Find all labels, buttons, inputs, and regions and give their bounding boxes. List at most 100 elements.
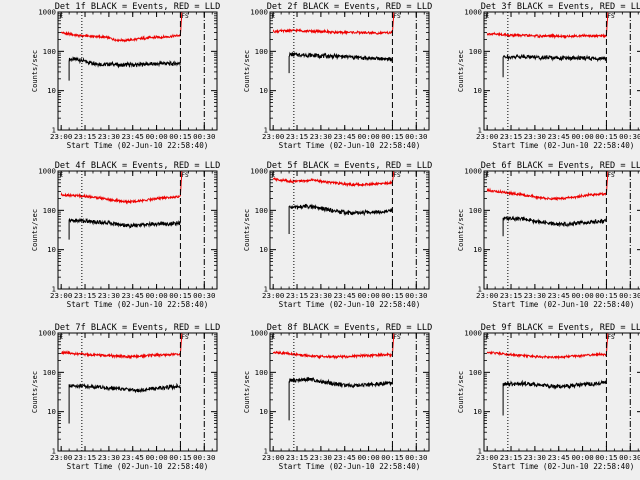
panel-title: Det 2f BLACK = Events, RED = LLD xyxy=(267,2,433,12)
chart-panel-3: Det 3f BLACK = Events, RED = LLD 1 10 100 10… xyxy=(457,2,640,150)
x-tick-label: 23:45 xyxy=(122,453,144,462)
x-tick-label: 23:30 xyxy=(98,132,120,141)
marker-fs: FS xyxy=(181,334,189,341)
y-axis-label: Counts/sec xyxy=(457,50,465,92)
y-tick-label: 10 xyxy=(47,407,56,416)
x-tick-label: 23:30 xyxy=(310,132,332,141)
x-tick-label: 00:00 xyxy=(357,291,379,300)
series-line-red xyxy=(486,11,609,40)
y-tick-label: 100 xyxy=(43,368,56,377)
x-axis-label: Start Time (02-Jun-10 22:58:40) xyxy=(279,462,421,471)
x-tick-label: 23:00 xyxy=(50,291,72,300)
x-tick-label: 00:15 xyxy=(169,132,191,141)
y-tick-label: 1 xyxy=(52,447,56,456)
panel-title: Det 5f BLACK = Events, RED = LLD xyxy=(267,161,433,171)
y-tick-label: 1000 xyxy=(250,329,268,338)
panel-title: Det 7f BLACK = Events, RED = LLD xyxy=(55,323,221,333)
y-tick-label: 100 xyxy=(43,206,56,215)
y-tick-label: 10 xyxy=(259,86,268,95)
marker-fs: FS xyxy=(393,13,401,20)
x-tick-label: 23:15 xyxy=(286,453,308,462)
y-tick-label: 100 xyxy=(43,47,56,56)
x-tick-label: 00:15 xyxy=(381,453,403,462)
y-tick-label: 1 xyxy=(478,447,482,456)
panel-title: Det 8f BLACK = Events, RED = LLD xyxy=(267,323,433,333)
y-tick-label: 100 xyxy=(255,368,268,377)
x-tick-label: 00:00 xyxy=(571,291,593,300)
panel-title: Det 1f BLACK = Events, RED = LLD xyxy=(55,2,221,12)
x-tick-label: 23:45 xyxy=(122,132,144,141)
x-axis-label: Start Time (02-Jun-10 22:58:40) xyxy=(493,462,635,471)
x-tick-label: 00:00 xyxy=(571,453,593,462)
x-tick-label: 23:15 xyxy=(500,291,522,300)
x-tick-label: 23:00 xyxy=(50,453,72,462)
marker-fs: FS xyxy=(181,172,189,179)
series-line-red xyxy=(272,332,395,360)
x-tick-label: 23:00 xyxy=(262,453,284,462)
plot-frame xyxy=(269,11,430,131)
plot-frame xyxy=(483,170,640,290)
y-axis-label: Counts/sec xyxy=(457,209,465,251)
x-tick-label: 23:30 xyxy=(524,132,546,141)
x-tick-label: 23:00 xyxy=(50,132,72,141)
y-tick-label: 10 xyxy=(473,86,482,95)
x-tick-label: 23:15 xyxy=(500,453,522,462)
series-line-black xyxy=(68,56,181,81)
x-axis-label: Start Time (02-Jun-10 22:58:40) xyxy=(279,300,421,309)
series-line-red xyxy=(486,170,609,202)
x-axis-label: Start Time (02-Jun-10 22:58:40) xyxy=(67,300,209,309)
y-tick-label: 10 xyxy=(259,407,268,416)
x-tick-label: 00:30 xyxy=(619,132,640,141)
x-tick-label: 00:30 xyxy=(405,453,427,462)
y-tick-label: 1000 xyxy=(250,8,268,17)
y-tick-label: 1000 xyxy=(250,167,268,176)
y-tick-label: 1000 xyxy=(38,329,56,338)
y-tick-label: 1 xyxy=(264,126,268,135)
x-tick-label: 23:30 xyxy=(524,453,546,462)
x-tick-label: 23:15 xyxy=(74,132,96,141)
x-tick-label: 23:45 xyxy=(334,291,356,300)
x-tick-label: 00:30 xyxy=(405,291,427,300)
x-tick-label: 00:15 xyxy=(381,291,403,300)
marker-e: E xyxy=(486,334,490,341)
x-tick-label: 00:00 xyxy=(357,132,379,141)
marker-fs: FS xyxy=(607,172,615,179)
x-tick-label: 00:15 xyxy=(595,291,617,300)
x-tick-label: 00:00 xyxy=(357,453,379,462)
plot-frame xyxy=(269,332,430,452)
y-tick-label: 1000 xyxy=(38,167,56,176)
x-tick-label: 00:00 xyxy=(145,453,167,462)
x-tick-label: 00:30 xyxy=(619,453,640,462)
series-line-black xyxy=(502,53,607,78)
x-tick-label: 23:00 xyxy=(476,453,498,462)
x-tick-label: 00:30 xyxy=(405,132,427,141)
x-tick-label: 23:30 xyxy=(310,291,332,300)
y-tick-label: 1 xyxy=(478,126,482,135)
x-tick-label: 23:15 xyxy=(74,291,96,300)
series-line-black xyxy=(288,376,393,421)
x-tick-label: 23:00 xyxy=(476,132,498,141)
panel-title: Det 3f BLACK = Events, RED = LLD xyxy=(481,2,640,12)
y-tick-label: 1 xyxy=(478,285,482,294)
x-tick-label: 23:15 xyxy=(286,132,308,141)
marker-e: E xyxy=(486,172,490,179)
x-tick-label: 23:30 xyxy=(310,453,332,462)
chart-panel-4: Det 4f BLACK = Events, RED = LLD 1 10 100 10… xyxy=(31,161,220,309)
y-tick-label: 10 xyxy=(473,245,482,254)
x-tick-label: 00:00 xyxy=(145,291,167,300)
y-axis-label: Counts/sec xyxy=(31,209,39,251)
x-axis-label: Start Time (02-Jun-10 22:58:40) xyxy=(67,141,209,150)
x-tick-label: 23:00 xyxy=(262,132,284,141)
y-axis-label: Counts/sec xyxy=(31,50,39,92)
marker-e: E xyxy=(60,13,64,20)
x-tick-label: 23:45 xyxy=(548,453,570,462)
y-tick-label: 10 xyxy=(47,86,56,95)
x-tick-label: 23:45 xyxy=(334,453,356,462)
x-tick-label: 00:15 xyxy=(595,453,617,462)
y-tick-label: 1000 xyxy=(38,8,56,17)
series-line-black xyxy=(288,51,393,74)
marker-fs: FS xyxy=(393,172,401,179)
series-line-red xyxy=(486,332,609,361)
x-tick-label: 23:45 xyxy=(122,291,144,300)
